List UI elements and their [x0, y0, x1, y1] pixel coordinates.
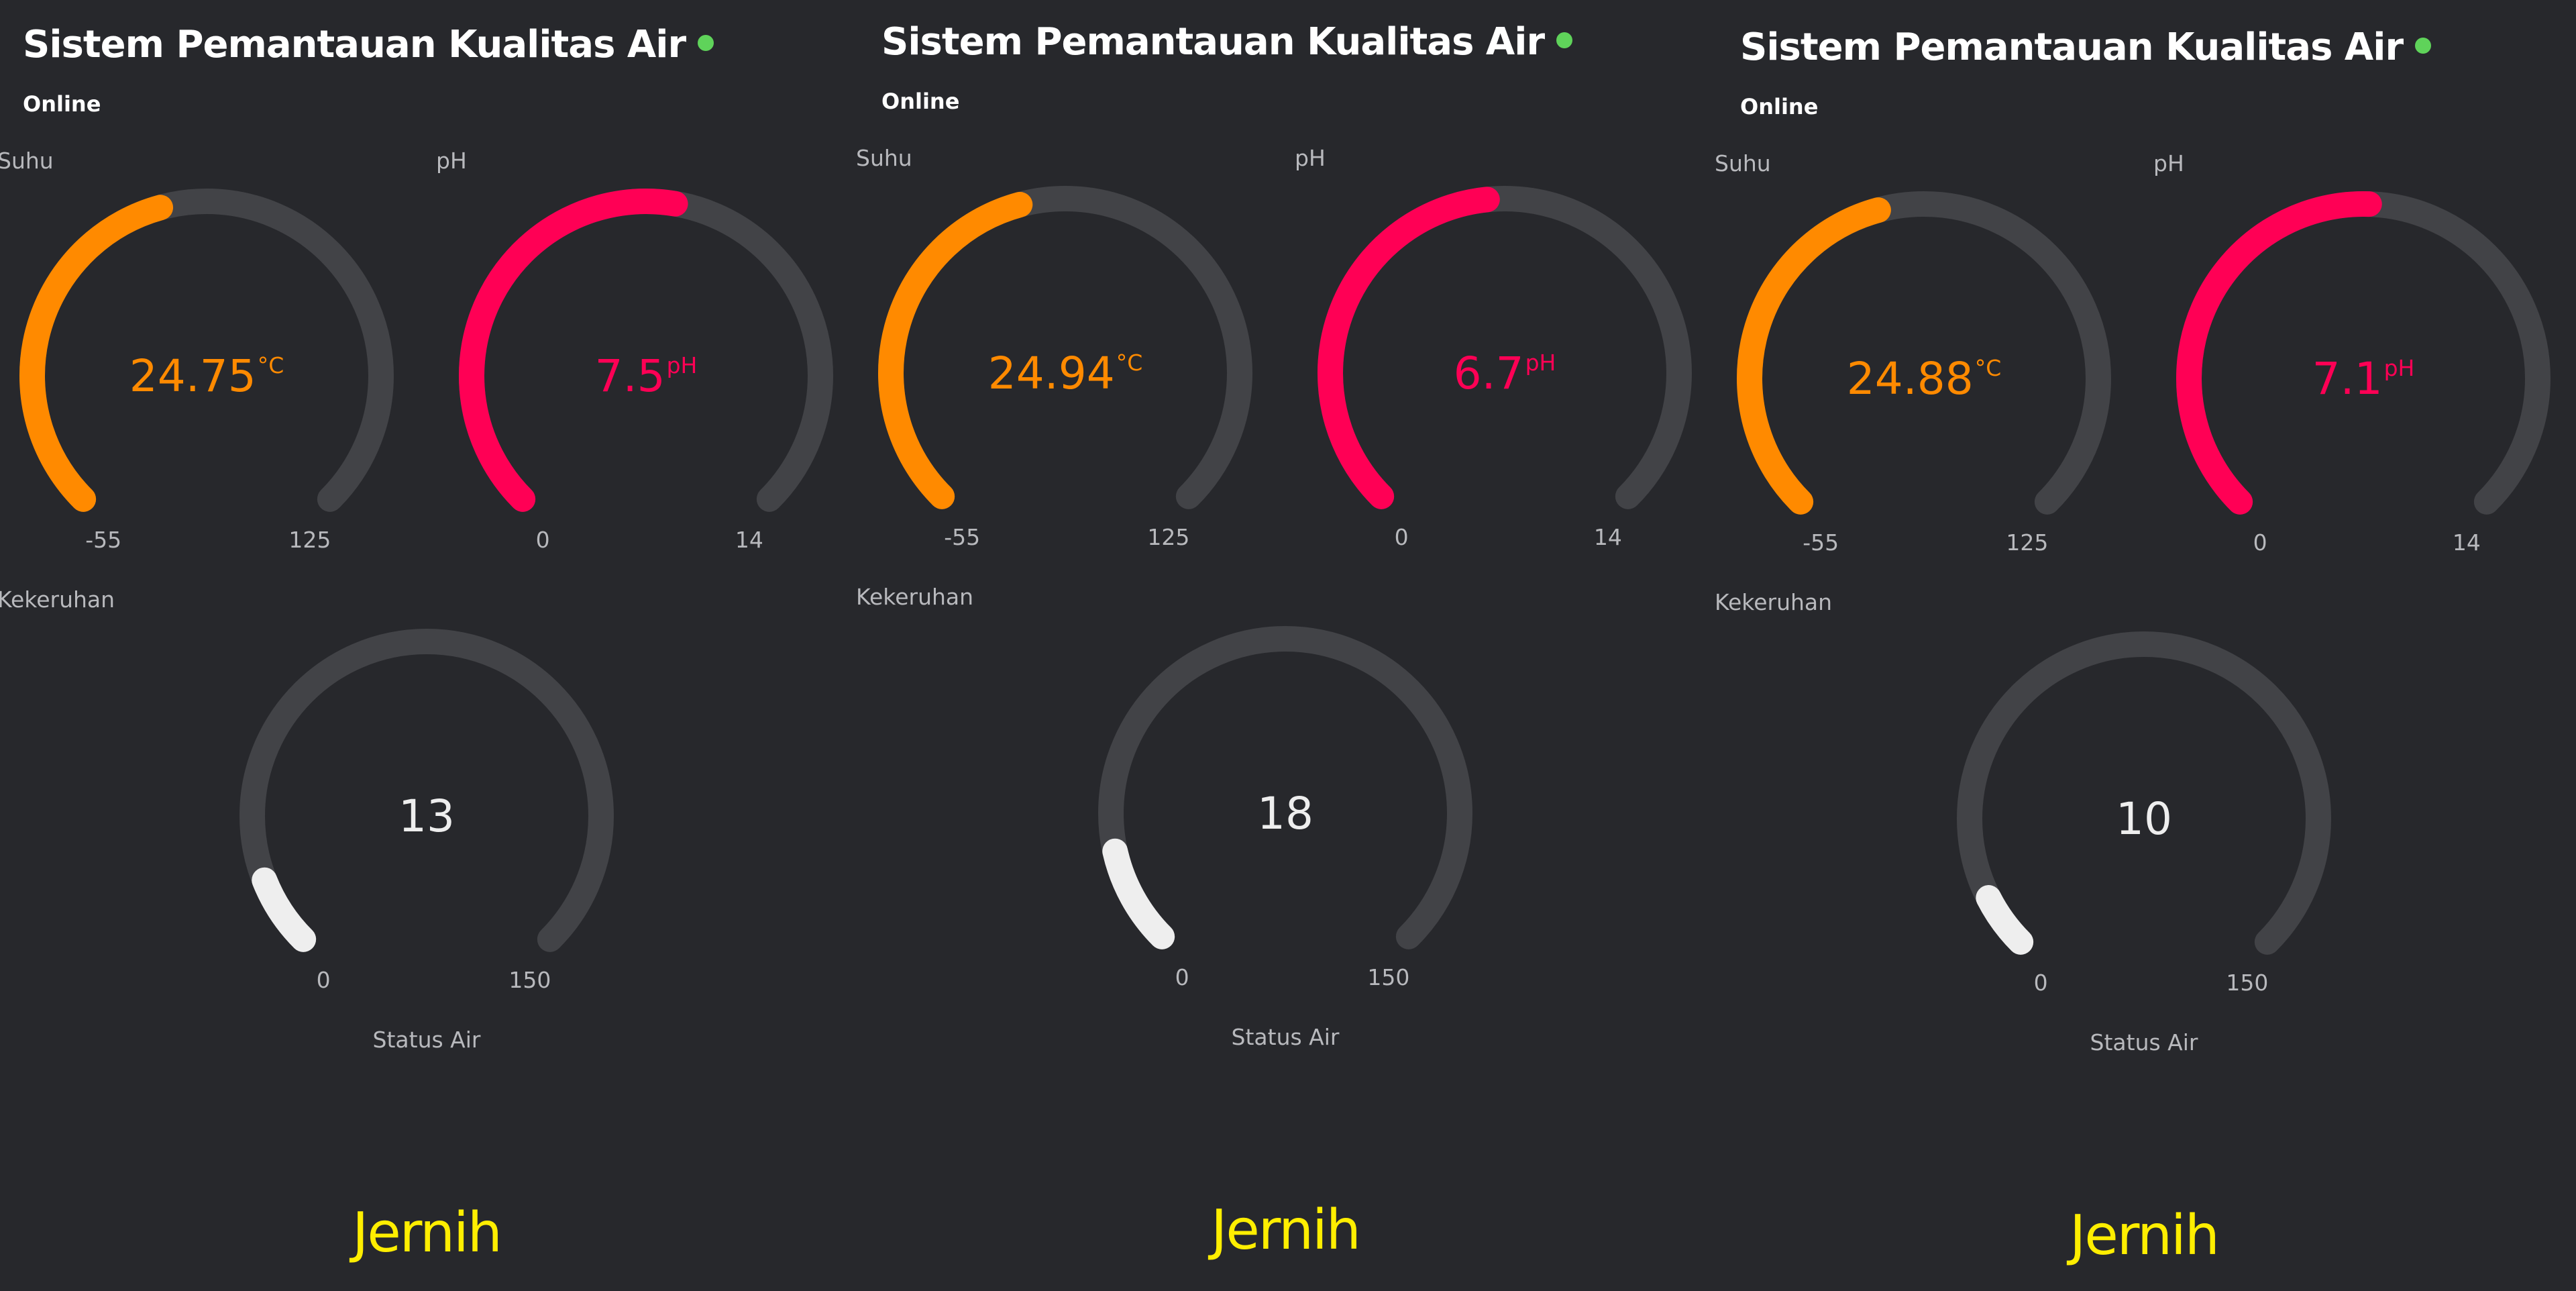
monitor-panel-2: Sistem Pemantauan Kualitas Air Online Suhu…	[856, 0, 1717, 1286]
temperature-min-label: -55	[85, 527, 121, 553]
water-status-label: Status Air	[1231, 1024, 1340, 1050]
turbidity-max-label: 150	[508, 967, 551, 993]
panel-title: Sistem Pemantauan Kualitas Air	[1740, 25, 2432, 69]
ph-unit: pH	[2384, 355, 2415, 381]
ph-value-number: 6.7	[1454, 348, 1524, 399]
water-status-label: Status Air	[372, 1027, 481, 1053]
water-status-value: Jernih	[352, 1201, 502, 1265]
ph-value-number: 7.1	[2312, 353, 2383, 405]
ph-value-number: 7.5	[595, 350, 665, 402]
ph-min-label: 0	[2253, 529, 2267, 556]
ph-unit: pH	[1525, 350, 1556, 376]
turbidity-max-label: 150	[2226, 970, 2268, 996]
online-status-dot-icon	[1556, 32, 1573, 48]
temperature-unit: °C	[1975, 355, 2002, 381]
temperature-gauge-fill	[1737, 197, 1891, 515]
water-status-label: Status Air	[2090, 1029, 2198, 1055]
turbidity-gauge-track	[239, 629, 614, 952]
temperature-gauge-label: Suhu	[1715, 150, 1771, 176]
ph-gauge: 6.7pH 0 14	[1318, 186, 1692, 550]
temperature-min-label: -55	[944, 524, 980, 550]
ph-gauge-label: pH	[1295, 145, 1326, 171]
turbidity-gauge-label: Kekeruhan	[1715, 589, 1833, 615]
panel-title-text: Sistem Pemantauan Kualitas Air	[23, 23, 686, 66]
temperature-unit: °C	[1116, 350, 1143, 376]
ph-gauge-fill	[2176, 191, 2382, 515]
panel-title-text: Sistem Pemantauan Kualitas Air	[1740, 25, 2404, 69]
water-status-value: Jernih	[2070, 1204, 2220, 1268]
online-status-label: Online	[23, 91, 101, 117]
monitor-panel-1: Sistem Pemantauan Kualitas Air Online Suhu…	[0, 0, 859, 1288]
turbidity-gauge: 13 0 150	[239, 629, 614, 993]
turbidity-max-label: 150	[1367, 964, 1409, 990]
online-status-dot-icon	[2415, 37, 2432, 54]
ph-value: 7.5pH	[595, 350, 698, 402]
temperature-max-label: 125	[288, 527, 331, 553]
ph-gauge-label: pH	[436, 148, 467, 174]
turbidity-gauge-label: Kekeruhan	[0, 586, 115, 613]
panel-title: Sistem Pemantauan Kualitas Air	[881, 20, 1573, 64]
turbidity-value: 10	[2116, 793, 2172, 845]
temperature-value-number: 24.88	[1847, 353, 1974, 405]
online-status-dot-icon	[698, 34, 714, 51]
ph-value: 6.7pH	[1454, 348, 1556, 399]
temperature-value-number: 24.94	[988, 348, 1115, 399]
ph-min-label: 0	[1395, 524, 1409, 550]
turbidity-gauge-fill	[252, 867, 317, 952]
turbidity-gauge-label: Kekeruhan	[856, 584, 974, 610]
panel-title-text: Sistem Pemantauan Kualitas Air	[881, 20, 1545, 64]
ph-unit: pH	[667, 352, 698, 378]
turbidity-gauge-track	[1957, 631, 2331, 955]
turbidity-value: 18	[1257, 788, 1313, 839]
temperature-gauge: 24.94°C -55 125	[878, 186, 1252, 550]
ph-max-label: 14	[735, 527, 763, 553]
temperature-min-label: -55	[1803, 529, 1839, 556]
turbidity-gauge-fill	[1102, 838, 1175, 949]
temperature-gauge-fill	[19, 195, 174, 512]
ph-gauge: 7.5pH 0 14	[459, 189, 833, 553]
temperature-gauge: 24.88°C -55 125	[1737, 191, 2111, 556]
ph-gauge-fill	[459, 189, 688, 512]
temperature-gauge-label: Suhu	[0, 148, 54, 174]
temperature-gauge: 24.75°C -55 125	[19, 189, 394, 553]
turbidity-gauge: 10 0 150	[1957, 631, 2331, 996]
turbidity-min-label: 0	[1175, 964, 1189, 990]
temperature-value: 24.94°C	[988, 348, 1143, 399]
turbidity-value: 13	[398, 790, 455, 842]
temperature-value: 24.88°C	[1847, 353, 2002, 405]
turbidity-gauge: 18 0 150	[1098, 626, 1472, 990]
turbidity-min-label: 0	[2034, 970, 2048, 996]
temperature-unit: °C	[258, 352, 284, 378]
water-status-value: Jernih	[1211, 1198, 1361, 1262]
temperature-gauge-fill	[878, 191, 1033, 509]
ph-min-label: 0	[536, 527, 550, 553]
turbidity-value-number: 18	[1257, 788, 1313, 839]
turbidity-gauge-track	[1098, 626, 1472, 949]
temperature-value: 24.75°C	[129, 350, 284, 402]
temperature-max-label: 125	[2006, 529, 2048, 556]
turbidity-min-label: 0	[317, 967, 331, 993]
online-status-label: Online	[1740, 94, 1819, 119]
ph-max-label: 14	[2453, 529, 2481, 556]
ph-gauge: 7.1pH 0 14	[2176, 191, 2551, 556]
ph-max-label: 14	[1594, 524, 1622, 550]
temperature-max-label: 125	[1147, 524, 1189, 550]
turbidity-gauge-fill	[1976, 885, 2034, 955]
monitor-panel-3: Sistem Pemantauan Kualitas Air Online Suhu…	[1715, 3, 2576, 1291]
online-status-label: Online	[881, 89, 960, 114]
ph-value: 7.1pH	[2312, 353, 2415, 405]
temperature-value-number: 24.75	[129, 350, 256, 402]
temperature-gauge-label: Suhu	[856, 145, 912, 171]
turbidity-value-number: 13	[398, 790, 455, 842]
panel-title: Sistem Pemantauan Kualitas Air	[23, 23, 714, 66]
turbidity-value-number: 10	[2116, 793, 2172, 845]
ph-gauge-label: pH	[2153, 150, 2184, 176]
ph-gauge-fill	[1318, 187, 1500, 509]
